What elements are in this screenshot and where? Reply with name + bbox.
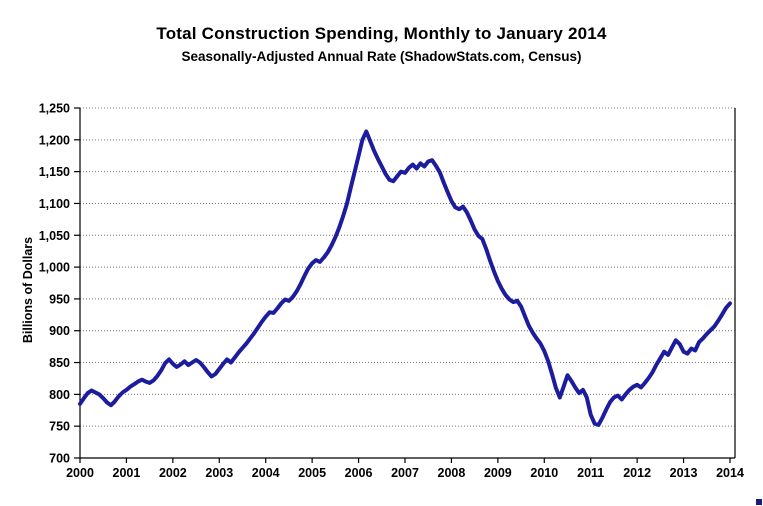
x-axis-tick-label: 2001 <box>113 466 141 480</box>
x-axis-tick-label: 2002 <box>159 466 187 480</box>
x-axis-tick-label: 2007 <box>391 466 419 480</box>
y-axis-tick-label: 750 <box>49 420 70 434</box>
y-axis-tick-label: 700 <box>49 452 70 466</box>
spending-line <box>78 129 732 427</box>
x-axis-tick-label: 2010 <box>530 466 558 480</box>
y-axis-tick-label: 1,050 <box>39 229 70 243</box>
x-axis-tick-label: 2005 <box>298 466 326 480</box>
y-axis-tick-label: 1,000 <box>39 261 70 275</box>
y-axis-tick-label: 1,100 <box>39 197 70 211</box>
y-axis-tick-label: 950 <box>49 292 70 306</box>
x-axis-tick-label: 2009 <box>484 466 512 480</box>
corner-mark <box>756 499 762 505</box>
x-axis-tick-label: 2014 <box>716 466 744 480</box>
x-axis-tick-label: 2004 <box>252 466 280 480</box>
x-axis-tick-label: 2012 <box>623 466 651 480</box>
y-axis-tick-label: 1,250 <box>39 102 70 116</box>
x-axis-tick-label: 2006 <box>345 466 373 480</box>
x-axis-tick-label: 2000 <box>66 466 94 480</box>
x-axis-tick-label: 2013 <box>670 466 698 480</box>
x-axis-tick-label: 2011 <box>577 466 604 480</box>
y-axis-tick-label: 1,200 <box>39 133 70 147</box>
y-axis-tick-label: 1,150 <box>39 165 70 179</box>
chart-title: Total Construction Spending, Monthly to … <box>156 24 607 43</box>
y-axis-tick-label: 850 <box>49 356 70 370</box>
x-axis-tick-label: 2003 <box>205 466 233 480</box>
chart-subtitle: Seasonally-Adjusted Annual Rate (ShadowS… <box>181 49 582 64</box>
y-axis-tick-label: 900 <box>49 324 70 338</box>
y-axis-tick-label: 800 <box>49 388 70 402</box>
x-axis-tick-label: 2008 <box>438 466 466 480</box>
